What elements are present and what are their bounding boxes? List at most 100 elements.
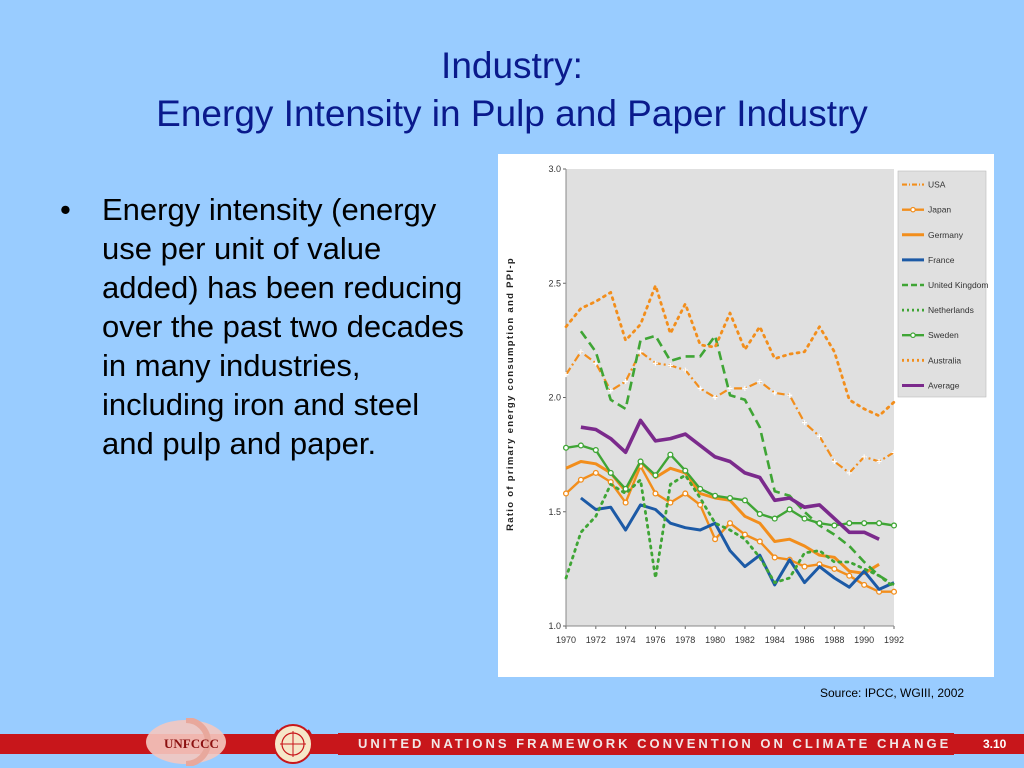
data-point	[890, 588, 898, 595]
data-point	[741, 497, 748, 504]
series-line-united-kingdom	[579, 330, 895, 587]
line-chart: 1.0 1.5 2.0 2.5 3.0 1970 1972 1974 1976 1978 1980…	[505, 164, 988, 645]
y-axis-label: Ratio of primary energy consumption and …	[505, 257, 516, 531]
series-netherlands	[564, 473, 896, 589]
data-point	[623, 379, 629, 385]
x-tick-label: 1990	[854, 635, 874, 645]
unfccc-logo: UNFCCC	[146, 718, 226, 766]
data-point	[816, 520, 823, 527]
series-layer	[562, 284, 898, 595]
data-point	[652, 472, 659, 479]
data-point	[622, 499, 629, 506]
un-emblem-logo	[271, 724, 315, 764]
data-point	[786, 506, 793, 513]
data-point	[667, 499, 674, 506]
data-point	[787, 392, 793, 398]
footer-banner-text: UNITED NATIONS FRAMEWORK CONVENTION ON C…	[358, 736, 952, 751]
data-point	[771, 515, 778, 522]
data-point	[771, 554, 778, 561]
data-point	[742, 385, 748, 391]
data-point	[697, 501, 704, 508]
data-point	[577, 476, 584, 483]
legend-label: USA	[928, 180, 946, 190]
data-point	[697, 485, 704, 492]
data-point	[563, 372, 569, 378]
y-tick-label: 3.0	[548, 164, 561, 174]
data-point	[712, 536, 719, 543]
data-point	[578, 349, 584, 355]
data-point	[726, 494, 734, 502]
data-point	[667, 363, 673, 369]
chart-container: 1.0 1.5 2.0 2.5 3.0 1970 1972 1974 1976 1978 1980…	[498, 154, 994, 677]
data-point	[876, 458, 882, 464]
data-point	[577, 442, 584, 449]
data-point	[727, 385, 733, 391]
y-tick-label: 2.0	[548, 393, 561, 403]
legend-marker	[910, 206, 916, 213]
data-point	[861, 581, 868, 588]
data-point	[682, 467, 689, 474]
legend-label: Australia	[928, 355, 961, 365]
x-tick-label: 1986	[795, 635, 815, 645]
data-point	[592, 469, 599, 476]
y-axis: 1.0 1.5 2.0 2.5 3.0	[548, 164, 567, 631]
logo-text: UNFCCC	[164, 736, 219, 751]
data-point	[846, 572, 853, 579]
data-point	[622, 485, 629, 492]
slide-number: 3.10	[983, 737, 1007, 751]
data-point	[831, 565, 838, 572]
data-point	[712, 395, 718, 400]
data-point	[682, 367, 688, 373]
title-line-1: Industry:	[441, 45, 583, 86]
data-point	[652, 490, 659, 497]
legend-label: United Kingdom	[928, 280, 988, 290]
title-line-2: Energy Intensity in Pulp and Paper Indus…	[156, 93, 868, 134]
series-line-france	[579, 496, 895, 591]
slide-title: Industry: Energy Intensity in Pulp and P…	[0, 42, 1024, 138]
x-tick-label: 1976	[645, 635, 665, 645]
data-point	[592, 447, 599, 454]
x-axis: 1970 1972 1974 1976 1978 1980 1982 1984 1986 1988…	[556, 625, 904, 645]
x-tick-label: 1984	[765, 635, 785, 645]
source-note: Source: IPCC, WGIII, 2002	[820, 686, 965, 700]
legend-label: Average	[928, 380, 960, 390]
legend-item: Japan	[902, 205, 951, 215]
data-point	[562, 444, 570, 451]
data-point	[801, 563, 808, 570]
bullet-text: Energy intensity (energy use per unit of…	[102, 192, 464, 461]
legend-label: Germany	[928, 230, 964, 240]
legend-item: Australia	[902, 355, 961, 365]
x-tick-label: 1970	[556, 635, 576, 645]
data-point	[726, 520, 734, 527]
legend-label: Netherlands	[928, 305, 974, 315]
data-point	[562, 490, 570, 497]
legend-item: USA	[902, 180, 946, 190]
x-tick-label: 1988	[824, 635, 844, 645]
footer-banner	[338, 733, 954, 755]
legend-item: Sweden	[902, 330, 959, 340]
data-point	[772, 390, 778, 396]
data-point	[682, 490, 689, 497]
legend-label: Sweden	[928, 330, 959, 340]
data-point	[831, 522, 838, 529]
data-point	[801, 515, 808, 522]
data-point	[756, 510, 763, 518]
series-usa	[563, 349, 897, 476]
x-tick-label: 1972	[586, 635, 606, 645]
data-point	[757, 379, 763, 385]
y-tick-label: 2.5	[548, 278, 561, 288]
data-point	[741, 531, 748, 538]
data-point	[876, 520, 883, 527]
plot-area	[566, 169, 894, 626]
data-point	[667, 451, 674, 458]
data-point	[712, 492, 719, 499]
data-point	[861, 454, 867, 460]
legend-item: France	[902, 255, 955, 265]
data-point	[608, 388, 614, 394]
series-australia	[564, 284, 896, 418]
series-line-australia	[564, 284, 896, 418]
legend-item: Average	[902, 380, 960, 390]
legend-marker	[910, 332, 916, 339]
data-point	[637, 458, 644, 465]
series-france	[579, 496, 895, 591]
